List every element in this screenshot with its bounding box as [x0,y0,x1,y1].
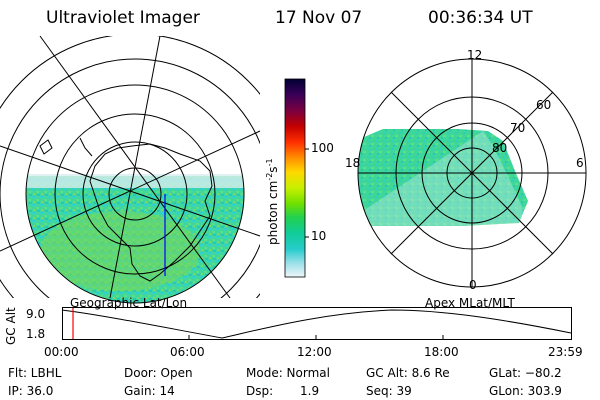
dsp-info-value: 1.9 [300,384,320,398]
time-label: 00:36:34 UT [428,8,533,28]
app-title: Ultraviolet Imager [46,8,200,28]
timeline-plot [61,307,572,340]
magnetic-map [357,58,587,288]
right-map-caption: Apex MLat/MLT [425,296,515,310]
mlat-label-60: 60 [536,98,552,112]
door-info: Door: Open [124,366,193,380]
filter-info: Flt: LBHL [8,366,62,380]
left-data-swath [26,174,244,303]
altitude-curve [61,309,572,339]
glat-info: GLat: −80.2 [489,366,562,380]
mlt-label-12: 12 [467,48,483,62]
gain-info: Gain: 14 [124,384,175,398]
mlt-label-6: 6 [576,156,584,170]
timeline-xtick-0000: 00:00 [44,345,79,359]
mlt-label-18: 18 [345,156,361,170]
glon-info: GLon: 303.9 [489,384,562,398]
ip-info: IP: 36.0 [8,384,54,398]
timeline-xtick-2359: 23:59 [548,345,583,359]
timeline-xtick-1800: 18:00 [424,345,459,359]
seq-info: Seq: 39 [366,384,412,398]
mlat-label-80: 80 [492,141,508,155]
right-data-swath [358,129,528,226]
left-grid [0,35,261,304]
mlt-label-0: 0 [469,278,477,292]
geographic-map [0,35,261,304]
timeline-ytick-low: 1.8 [26,327,46,341]
colorbar-label: photon cm-2s-1 [265,158,280,245]
mode-info: Mode: Normal [246,366,330,380]
date-label: 17 Nov 07 [275,8,363,28]
dsp-info-label: Dsp: [246,384,274,398]
right-grid [357,58,587,288]
timeline-ytick-high: 9.0 [26,307,46,321]
coastline-outline [39,137,213,282]
mlat-label-70: 70 [510,121,526,135]
left-map-caption: Geographic Lat/Lon [70,296,188,310]
timeline-xtick-0600: 06:00 [170,345,205,359]
timeline-ylabel: GC Alt [4,307,18,345]
gc-alt-info: GC Alt: 8.6 Re [366,366,450,380]
colorbar-tick-10: 10 [311,229,327,243]
colorbar [284,78,309,278]
colorbar-tick-100: 100 [311,141,334,155]
timeline-xtick-1200: 12:00 [297,345,332,359]
